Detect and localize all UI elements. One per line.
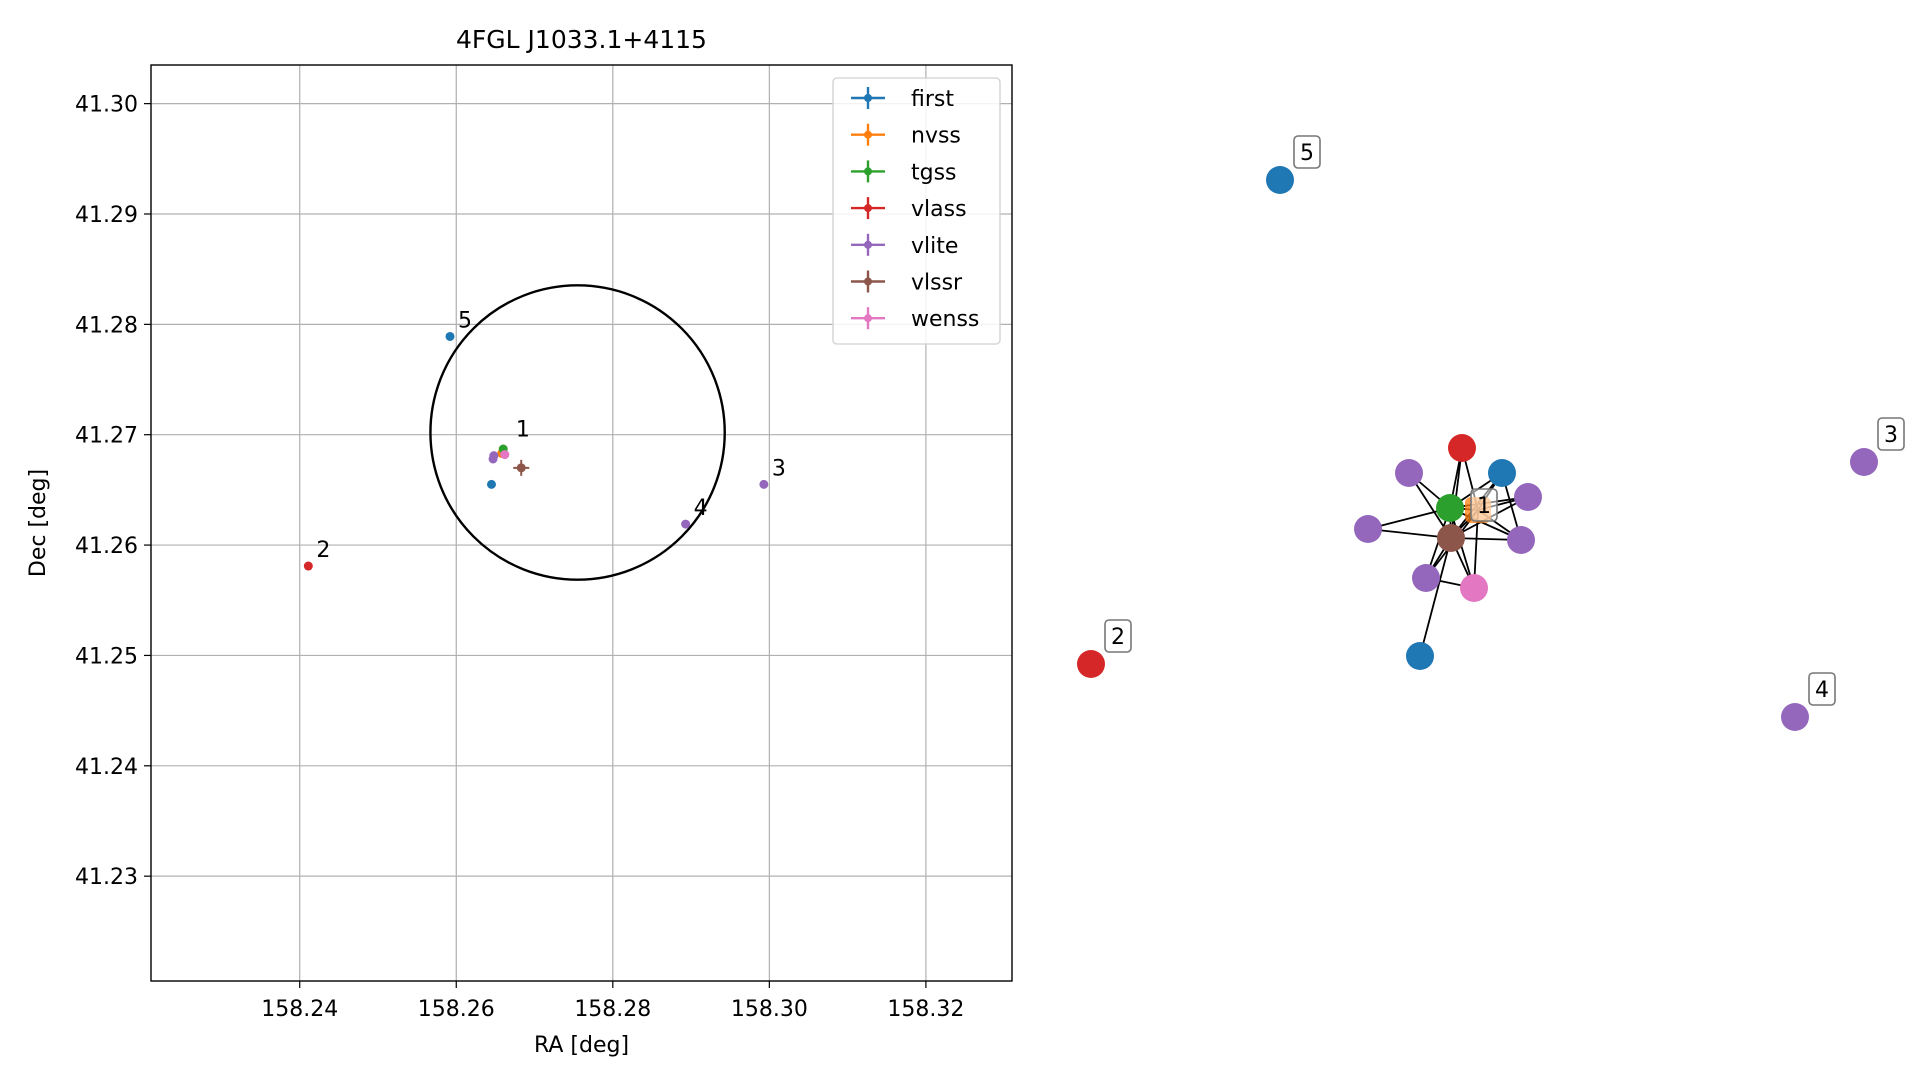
point-vlssr: [516, 463, 526, 473]
network-node: [1781, 703, 1809, 731]
network-edge: [1450, 447, 1463, 539]
point-first: [445, 331, 455, 341]
network-graph: 2 3 4 5 1: [1077, 135, 1905, 731]
y-tick-label: 41.28: [75, 313, 138, 338]
network-node: [1406, 642, 1434, 670]
x-tick-label: 158.26: [418, 997, 495, 1022]
legend-marker-wenss: [864, 314, 872, 323]
network-label: 1: [1477, 494, 1491, 519]
x-axis-label: RA [deg]: [534, 1033, 629, 1058]
network-edge: [1419, 537, 1452, 657]
annotation-label: 5: [458, 308, 472, 333]
x-tick-label: 158.24: [261, 997, 338, 1022]
x-tick-label: 158.30: [731, 997, 808, 1022]
network-edge: [1367, 507, 1451, 530]
legend-label-first: first: [911, 87, 954, 112]
y-axis-label: Dec [deg]: [26, 469, 51, 577]
legend-marker-vlass: [864, 204, 872, 213]
x-tick-label: 158.32: [887, 997, 964, 1022]
network-node: [1266, 166, 1294, 194]
data-points: [303, 331, 769, 571]
network-node: [1437, 524, 1465, 552]
legend: first nvss tgss vlass vlite vlssr wenss: [832, 77, 1001, 345]
network-label: 2: [1111, 625, 1125, 650]
annotation-label: 3: [772, 456, 786, 481]
annotation-label: 1: [516, 418, 530, 443]
legend-marker-vlssr: [864, 277, 872, 286]
network-label-box: [1877, 417, 1905, 451]
legend-marker-nvss: [864, 130, 872, 139]
y-tick-label: 41.27: [75, 424, 138, 449]
network-nodes: [1077, 166, 1878, 731]
network-node: [1354, 515, 1382, 543]
annotation-label: 2: [316, 538, 330, 563]
localization-circle: [429, 284, 726, 581]
legend-label-vlssr: vlssr: [911, 271, 963, 296]
point-vlite: [489, 451, 499, 461]
network-node: [1514, 483, 1542, 511]
network-label-box: [1470, 488, 1498, 522]
annotation-label: 4: [694, 496, 708, 521]
network-node: [1488, 459, 1516, 487]
point-vlass: [303, 561, 313, 571]
network-label: 3: [1884, 423, 1898, 448]
point-vlite: [759, 479, 769, 489]
legend-label-vlass: vlass: [911, 197, 967, 222]
point-annotations: 1 2 3 4 5: [316, 308, 786, 563]
legend-label-vlite: vlite: [911, 234, 958, 259]
network-node: [1448, 434, 1476, 462]
x-axis-ticks: 158.24 158.26 158.28 158.30 158.32: [261, 981, 964, 1022]
network-node: [1460, 574, 1488, 602]
chart-title: 4FGL J1033.1+4115: [456, 25, 707, 54]
legend-label-wenss: wenss: [911, 307, 979, 332]
legend-label-tgss: tgss: [911, 160, 957, 185]
network-node: [1412, 564, 1440, 592]
network-node: [1850, 448, 1878, 476]
network-label: 4: [1815, 678, 1829, 703]
plot-frame: [150, 64, 1013, 982]
y-tick-label: 41.23: [75, 865, 138, 890]
y-tick-label: 41.26: [75, 534, 138, 559]
y-tick-label: 41.24: [75, 755, 138, 780]
legend-label-nvss: nvss: [911, 124, 961, 149]
network-label: 5: [1300, 141, 1314, 166]
scatter-chart: 158.24 158.26 158.28 158.30 158.32 41.2341.2…: [26, 25, 1013, 1058]
network-node: [1395, 459, 1423, 487]
legend-marker-vlite: [864, 240, 872, 249]
point-vlite: [681, 519, 691, 529]
legend-box: [832, 77, 1001, 345]
point-first: [486, 479, 496, 489]
x-tick-label: 158.28: [574, 997, 651, 1022]
network-label-box: [1293, 135, 1321, 169]
point-wenss: [500, 450, 510, 460]
network-node: [1436, 494, 1464, 522]
network-node: [1077, 650, 1105, 678]
network-labels: 2 3 4 5 1: [1104, 135, 1905, 706]
network-node: [1507, 526, 1535, 554]
legend-marker-first: [864, 94, 872, 102]
legend-marker-tgss: [864, 167, 872, 176]
y-tick-label: 41.30: [75, 93, 138, 118]
network-label-box: [1808, 672, 1836, 706]
y-tick-label: 41.29: [75, 203, 138, 228]
y-tick-label: 41.25: [75, 644, 138, 669]
network-label-box: [1104, 619, 1132, 653]
y-axis-ticks: 41.23 41.24 41.25 41.26 41.27 41.28 41.29 41.30: [75, 93, 151, 890]
